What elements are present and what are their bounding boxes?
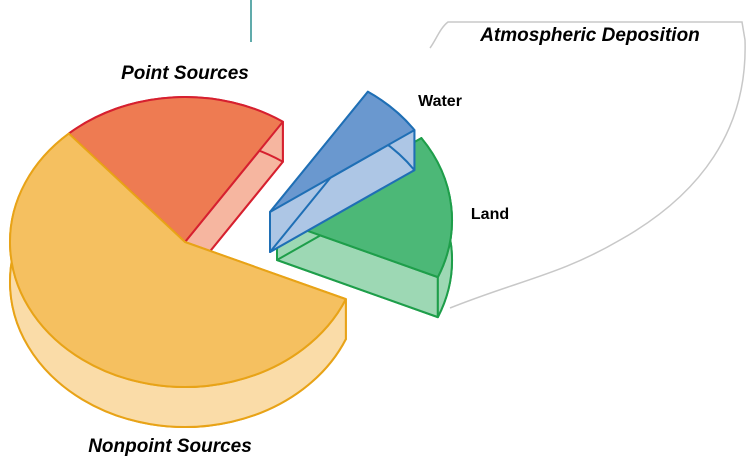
slice: [9, 132, 347, 428]
slice: [269, 90, 416, 253]
slice-top: [67, 96, 284, 243]
group-label: Atmospheric Deposition: [479, 25, 700, 46]
group-bracket: [429, 21, 746, 309]
slice-label: Nonpoint Sources: [88, 436, 252, 457]
slice-top: [269, 90, 416, 213]
slice-label: Water: [418, 93, 462, 110]
slice-top: [9, 132, 347, 388]
slice-label: Point Sources: [121, 63, 249, 84]
slice-label: Land: [471, 206, 509, 223]
